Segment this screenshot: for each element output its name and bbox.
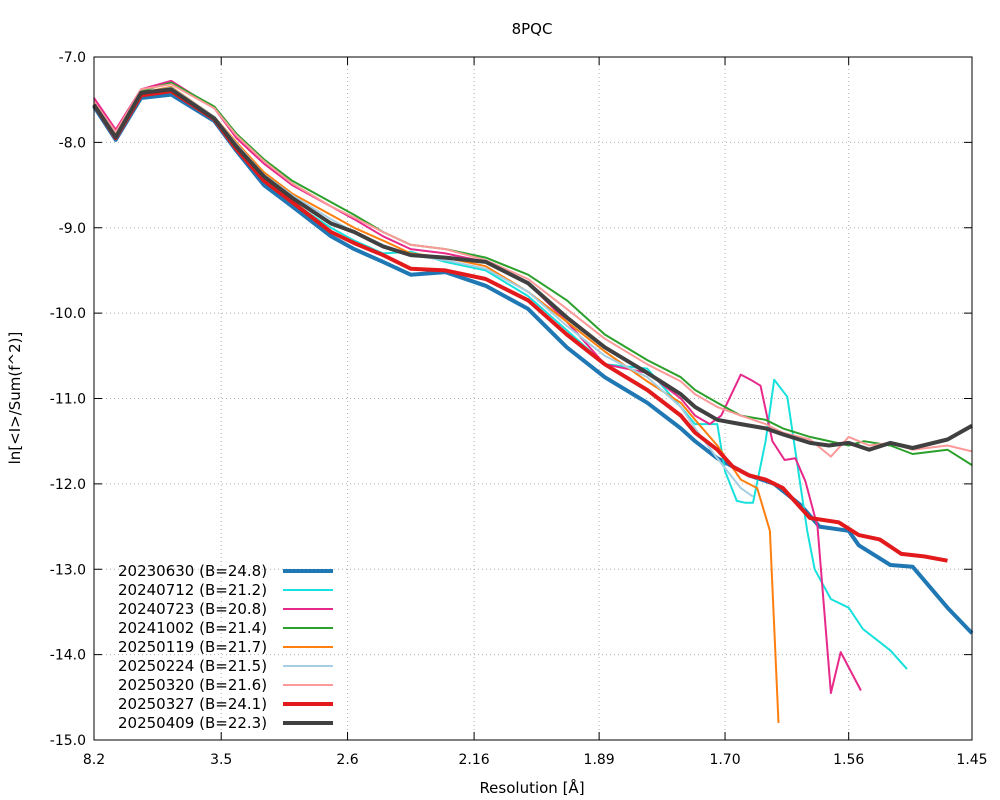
- x-tick-label: 1.70: [709, 752, 740, 768]
- axis-ticks: 8.2 3.5 2.6 2.16 1.89 1.70 1.56 1.45 -7.0 -8.0 -9.…: [50, 50, 988, 768]
- legend-label: 20250119 (B=21.7): [118, 638, 267, 656]
- plot-area: [92, 79, 974, 723]
- y-tick-label: -14.0: [50, 648, 86, 664]
- series-line: [92, 89, 948, 563]
- x-tick-label: 3.5: [210, 752, 232, 768]
- x-tick-label: 1.56: [833, 752, 864, 768]
- legend-label: 20240712 (B=21.2): [118, 581, 267, 599]
- x-tick-label: 8.2: [83, 752, 105, 768]
- x-tick-label: 1.45: [956, 752, 987, 768]
- legend-label: 20241002 (B=21.4): [118, 619, 267, 637]
- legend-label: 20250320 (B=21.6): [118, 676, 267, 694]
- y-tick-label: -13.0: [50, 562, 86, 578]
- y-tick-label: -9.0: [59, 221, 86, 237]
- x-axis-title: Resolution [Å]: [479, 778, 584, 797]
- x-tick-label: 1.89: [584, 752, 615, 768]
- series-line: [93, 83, 973, 458]
- legend-label: 20250409 (B=22.3): [118, 714, 267, 732]
- legend-label: 20240723 (B=20.8): [118, 600, 267, 618]
- y-tick-label: -7.0: [59, 50, 86, 66]
- y-tick-label: -12.0: [50, 477, 86, 493]
- series-line: [92, 92, 974, 635]
- y-tick-label: -15.0: [50, 733, 86, 749]
- series-line: [92, 87, 973, 452]
- y-tick-label: -11.0: [50, 392, 86, 408]
- x-tick-label: 2.16: [459, 752, 490, 768]
- series-line: [93, 86, 754, 498]
- legend-label: 20250327 (B=24.1): [118, 695, 267, 713]
- legend: 20230630 (B=24.8)20240712 (B=21.2)202407…: [118, 562, 333, 732]
- chart-title: 8PQC: [512, 20, 553, 38]
- legend-label: 20230630 (B=24.8): [118, 562, 267, 580]
- y-tick-label: -8.0: [59, 135, 86, 151]
- x-tick-label: 2.6: [336, 752, 358, 768]
- legend-label: 20250224 (B=21.5): [118, 657, 267, 675]
- series-line: [93, 81, 973, 466]
- y-axis-title: ln[<I>/Sum(f^2)]: [6, 332, 24, 465]
- y-tick-label: -10.0: [50, 306, 86, 322]
